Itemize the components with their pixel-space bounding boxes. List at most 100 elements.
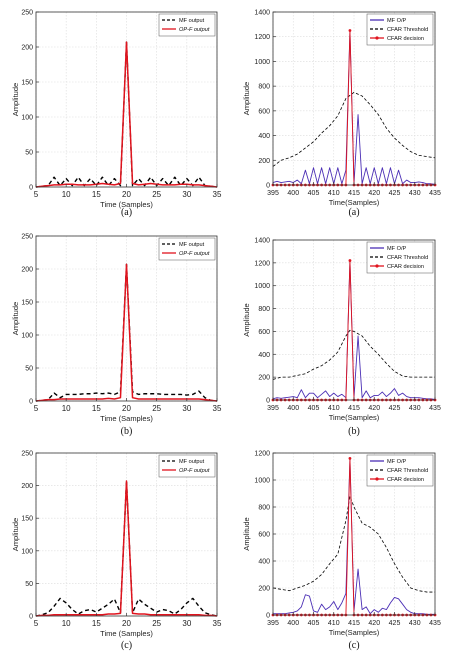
legend-label: CFAR Threshold <box>387 27 428 33</box>
y-tick-label: 0 <box>266 183 270 190</box>
y-axis-label: Amplitude <box>11 302 20 335</box>
x-tick-label: 425 <box>389 405 401 412</box>
x-tick-label: 410 <box>328 620 340 627</box>
y-tick-label: 50 <box>25 366 33 373</box>
y-tick-label: 0 <box>29 185 33 192</box>
x-tick-label: 400 <box>287 620 299 627</box>
x-tick-label: 5 <box>34 404 39 413</box>
legend-label: CFAR Threshold <box>387 468 428 474</box>
legend-label: CFAR decision <box>387 477 424 483</box>
x-tick-label: 20 <box>122 619 131 628</box>
y-tick-label: 50 <box>25 150 33 157</box>
x-tick-label: 420 <box>368 190 380 197</box>
legend-label: OP-F output <box>179 468 210 474</box>
series-line-1 <box>272 91 436 167</box>
legend-marker <box>375 264 379 268</box>
legend: MF output OP-F output <box>158 454 216 478</box>
x-tick-label: 435 <box>429 405 441 412</box>
x-tick-label: 25 <box>152 404 161 413</box>
legend-label: MF output <box>179 459 205 465</box>
y-tick-label: 0 <box>266 398 270 405</box>
y-axis-label: Amplitude <box>11 518 20 551</box>
y-tick-label: 100 <box>21 333 33 340</box>
x-tick-label: 10 <box>62 190 71 199</box>
data-point <box>348 29 352 32</box>
y-tick-label: 400 <box>258 559 270 566</box>
y-tick-label: 150 <box>21 80 33 87</box>
x-tick-label: 405 <box>308 405 320 412</box>
y-tick-label: 200 <box>258 158 270 165</box>
y-tick-label: 1400 <box>254 10 270 17</box>
x-tick-label: 405 <box>308 190 320 197</box>
chart-panel-0: 5 10 15 20 25 30 35 0 50 100 150 200 250 Time (Sample… <box>11 10 222 219</box>
legend-label: MF O/P <box>387 459 407 465</box>
legend-label: MF output <box>179 18 205 24</box>
y-tick-label: 1200 <box>254 260 270 267</box>
x-tick-label: 435 <box>429 190 441 197</box>
x-tick-label: 35 <box>213 404 222 413</box>
y-tick-label: 1200 <box>254 451 270 458</box>
chart-panel-3: 395 400 405 410 415 420 425 430 435 0 200 400 600 800… <box>242 238 441 438</box>
panel-caption: (b) <box>121 426 133 437</box>
legend: MF O/P CFAR Threshold CFAR decision <box>366 241 434 274</box>
panel-caption: (c) <box>348 640 359 651</box>
x-tick-label: 425 <box>389 190 401 197</box>
legend-marker <box>375 477 379 481</box>
series-line-1 <box>272 329 435 380</box>
x-tick-label: 35 <box>213 619 222 628</box>
y-tick-label: 200 <box>258 375 270 382</box>
chart-panel-1: 395 400 405 410 415 420 425 430 435 0 200 400 600 800… <box>242 10 441 219</box>
x-axis-label: Time (Samples) <box>100 629 153 638</box>
legend-label: CFAR Threshold <box>387 255 428 261</box>
y-tick-label: 1000 <box>254 283 270 290</box>
x-tick-label: 15 <box>92 619 101 628</box>
x-tick-label: 400 <box>287 190 299 197</box>
y-tick-label: 400 <box>258 133 270 140</box>
y-tick-label: 600 <box>258 329 270 336</box>
y-tick-label: 400 <box>258 352 270 359</box>
legend-label: CFAR decision <box>387 36 424 42</box>
y-axis-label: Amplitude <box>242 82 251 115</box>
x-tick-label: 395 <box>267 190 279 197</box>
x-tick-label: 35 <box>213 190 222 199</box>
x-tick-label: 415 <box>348 190 360 197</box>
y-tick-label: 1200 <box>254 34 270 41</box>
y-tick-label: 1000 <box>254 59 270 66</box>
legend: MF O/P CFAR Threshold CFAR decision <box>366 13 434 46</box>
panel-caption: (b) <box>348 426 360 437</box>
panel-caption: (a) <box>348 207 359 218</box>
x-tick-label: 400 <box>287 405 299 412</box>
legend-label: MF O/P <box>387 246 407 252</box>
y-tick-label: 200 <box>21 45 33 52</box>
y-tick-label: 50 <box>25 581 33 588</box>
x-tick-label: 25 <box>152 190 161 199</box>
x-tick-label: 405 <box>308 620 320 627</box>
x-tick-label: 430 <box>409 620 421 627</box>
y-tick-label: 800 <box>258 505 270 512</box>
x-tick-label: 430 <box>409 190 421 197</box>
y-tick-label: 250 <box>21 10 33 17</box>
x-tick-label: 30 <box>182 190 191 199</box>
x-axis-label: Time (Samples) <box>100 200 153 209</box>
x-tick-label: 410 <box>328 405 340 412</box>
y-tick-label: 100 <box>21 548 33 555</box>
x-tick-label: 20 <box>122 404 131 413</box>
y-tick-label: 800 <box>258 84 270 91</box>
y-tick-label: 800 <box>258 306 270 313</box>
data-point <box>348 457 352 460</box>
y-tick-label: 600 <box>258 108 270 115</box>
legend-label: OP-F output <box>179 27 210 33</box>
x-tick-label: 420 <box>368 405 380 412</box>
chart-panel-4: 5 10 15 20 25 30 35 0 50 100 150 200 250 Time (Sample… <box>11 451 222 651</box>
chart-panel-5: 395 400 405 410 415 420 425 430 435 0 200 400 600 800… <box>242 451 441 651</box>
y-tick-label: 250 <box>21 234 33 241</box>
x-tick-label: 395 <box>267 405 279 412</box>
x-tick-label: 5 <box>34 190 39 199</box>
y-tick-label: 250 <box>21 451 33 458</box>
x-tick-label: 5 <box>34 619 39 628</box>
y-tick-label: 100 <box>21 115 33 122</box>
y-tick-label: 200 <box>21 267 33 274</box>
legend-marker <box>375 36 379 40</box>
x-axis-label: Time(Samples) <box>329 628 380 637</box>
